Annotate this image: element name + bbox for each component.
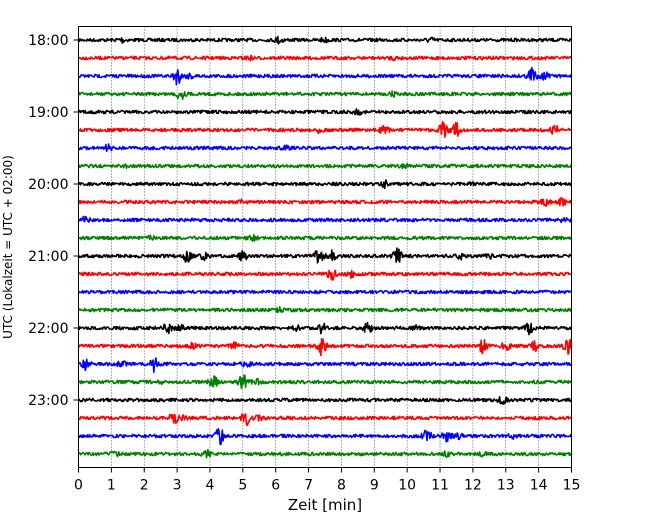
x-tick-label: 2 [140, 478, 149, 494]
x-tick-label: 9 [370, 478, 379, 494]
trace-2015 [77, 197, 572, 207]
trace-1800 [77, 35, 573, 45]
x-tick-label: 10 [398, 478, 416, 494]
y-tick-label: 23:00 [28, 393, 68, 409]
trace-2215 [77, 337, 573, 357]
trace-2100 [77, 247, 573, 264]
trace-1930 [78, 143, 573, 153]
trace-1845 [77, 90, 572, 101]
trace-2000 [77, 179, 572, 190]
x-tick-label: 8 [337, 478, 346, 494]
trace-1815 [77, 54, 573, 62]
trace-2200 [77, 321, 573, 336]
y-axis-ticks: 18:00 19:00 20:00 21:00 22:00 23:00 [28, 33, 79, 409]
y-axis-label: UTC (Lokalzeit = UTC + 02:00) [1, 155, 15, 339]
x-tick-label: 4 [206, 478, 215, 494]
trace-2130 [78, 289, 573, 295]
trace-1830 [77, 66, 573, 86]
x-tick-label: 6 [271, 478, 280, 494]
trace-2345 [78, 448, 573, 459]
trace-2300 [77, 395, 573, 405]
x-tick-label: 13 [497, 478, 515, 494]
x-tick-label: 3 [173, 478, 182, 494]
trace-2145 [77, 305, 572, 314]
x-tick-label: 11 [431, 478, 449, 494]
y-tick-label: 19:00 [28, 105, 68, 121]
trace-2245 [78, 374, 573, 390]
x-tick-label: 0 [74, 478, 83, 494]
x-axis-ticks: 0 1 2 3 4 5 6 7 8 9 10 11 12 13 14 15 [74, 467, 581, 494]
x-tick-label: 15 [563, 478, 581, 494]
x-tick-label: 12 [464, 478, 482, 494]
trace-2115 [77, 269, 572, 282]
y-tick-label: 22:00 [28, 321, 68, 337]
traces [77, 35, 573, 459]
x-axis-label: Zeit [min] [288, 496, 362, 514]
trace-2030 [78, 215, 573, 224]
y-tick-label: 18:00 [28, 33, 68, 49]
trace-2230 [77, 357, 573, 374]
y-tick-label: 21:00 [28, 249, 68, 265]
trace-1900 [77, 108, 573, 116]
trace-1915 [78, 120, 573, 138]
trace-2045 [77, 233, 573, 242]
trace-2330 [77, 427, 573, 446]
x-tick-label: 14 [530, 478, 548, 494]
trace-1945 [78, 163, 573, 170]
trace-2315 [78, 413, 573, 427]
x-tick-label: 5 [238, 478, 247, 494]
x-tick-label: 7 [304, 478, 313, 494]
y-tick-label: 20:00 [28, 177, 68, 193]
plot-frame [78, 26, 572, 468]
x-tick-label: 1 [107, 478, 116, 494]
